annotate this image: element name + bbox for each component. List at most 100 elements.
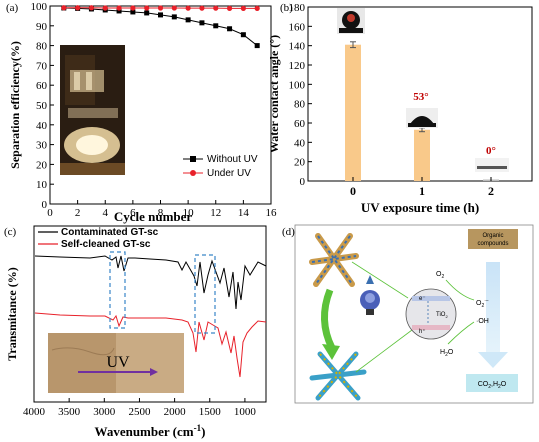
reaction-arrow-o2 — [445, 279, 475, 301]
panel-c-y-axis-label: Transmitance (%) — [5, 267, 19, 360]
o2-label: O2 — [436, 271, 444, 280]
y-tick-label: 80 — [36, 41, 48, 53]
y-tick-label: 60 — [294, 118, 306, 130]
data-label-2h: 0° — [486, 145, 496, 157]
x-tick-label: 3000 — [93, 406, 116, 418]
fiber-bundle-contaminated-icon — [309, 233, 359, 287]
legend-label-self-cleaned: Self-cleaned GT-sc — [61, 239, 151, 250]
x-tick-label: 6 — [130, 207, 136, 219]
data-point-under-uv — [88, 5, 95, 11]
y-tick-label: 30 — [36, 140, 48, 152]
panel-b-x-ticks: 0 1 2 — [350, 177, 494, 198]
legend-marker-without-uv — [190, 156, 196, 162]
y-tick-label: 80 — [294, 99, 306, 111]
data-label-1h: 53° — [413, 91, 428, 103]
panel-a-x-ticks: 0 2 4 6 8 10 12 14 16 — [47, 200, 277, 219]
x-tick-label: 1 — [419, 184, 425, 198]
data-point-under-uv — [75, 5, 81, 11]
hydroxyl-label: ·OH — [476, 318, 489, 325]
panel-d: (d) — [282, 224, 534, 404]
panel-d-frame — [294, 224, 534, 404]
panel-d-label: (d) — [282, 226, 295, 238]
x-tick-label: 4 — [103, 207, 109, 219]
highlight-box-ch-stretch — [109, 251, 126, 329]
data-point-under-uv — [157, 5, 164, 11]
panel-b-y-ticks: 0 20 40 60 80 100 120 140 160 180 — [289, 2, 312, 188]
fiber-bundle-cleaned-icon — [309, 351, 367, 401]
bar-0h — [345, 44, 361, 182]
panel-c-label: (c) — [4, 226, 17, 238]
series-line-self-cleaned-gt-sc — [34, 312, 267, 378]
data-point-without-uv — [116, 8, 122, 14]
data-point-under-uv — [61, 5, 67, 11]
panel-a-label: (a) — [6, 2, 19, 14]
data-point-without-uv — [240, 32, 246, 38]
data-point-under-uv — [185, 5, 191, 11]
legend-label-without-uv: Without UV — [207, 154, 258, 165]
data-point-under-uv — [213, 5, 219, 11]
x-tick-label: 2500 — [128, 406, 151, 418]
x-tick-label: 10 — [183, 207, 195, 219]
x-tick-label: 1000 — [234, 406, 257, 418]
panel-c-x-ticks: 4000 3500 3000 2500 2000 1500 1000 — [23, 398, 256, 418]
panel-a: (a) 0 10 20 30 40 50 60 70 80 90 100 0 2 4 6 8 10 12 14 16… — [6, 1, 277, 224]
x-tick-label: 0 — [350, 184, 356, 198]
data-point-without-uv — [227, 26, 233, 32]
bar-1h — [414, 129, 430, 181]
x-tick-label: 3500 — [58, 406, 81, 418]
x-tick-label: 12 — [210, 207, 221, 219]
x-tick-label: 2 — [75, 207, 81, 219]
y-tick-label: 20 — [36, 159, 48, 171]
y-tick-label: 100 — [289, 79, 306, 91]
data-point-under-uv — [254, 5, 260, 11]
droplet-inset-1h — [406, 108, 438, 128]
products-box: CO2,H2O — [466, 374, 518, 392]
data-point-under-uv — [199, 5, 205, 11]
data-point-under-uv — [116, 5, 122, 11]
h2o-label: H2O — [440, 349, 454, 358]
y-tick-label: 70 — [36, 60, 48, 72]
organic-label-line2: compounds — [477, 241, 508, 247]
green-arrow-icon — [321, 288, 336, 350]
panel-a-x-axis-label: Cycle number — [114, 209, 193, 224]
green-arrow-head-icon — [322, 344, 340, 360]
degradation-arrow-head-icon — [478, 352, 508, 368]
panel-b-x-axis-label: UV exposure time (h) — [361, 200, 479, 215]
y-tick-label: 0 — [300, 176, 306, 188]
connector-line-bottom — [355, 329, 413, 373]
data-point-without-uv — [213, 23, 219, 29]
organic-compounds-box: Organic compounds — [468, 229, 518, 249]
highlight-box-carbonyl — [194, 254, 216, 334]
panel-b-y-axis-label: Water contact angle (°) — [267, 35, 281, 153]
hole-label: h⁺ — [419, 328, 426, 335]
data-point-without-uv — [130, 9, 136, 15]
droplet-inset-0h — [337, 8, 365, 34]
x-tick-label: 2000 — [164, 406, 187, 418]
data-point-under-uv — [171, 5, 177, 11]
data-point-under-uv — [144, 5, 150, 11]
y-tick-label: 40 — [294, 137, 306, 149]
data-point-without-uv — [199, 20, 205, 26]
reaction-arrow-h2o — [447, 321, 475, 345]
panel-c: (c) 4000 3500 3000 2500 2000 1500 1000 Contami… — [4, 225, 267, 439]
panel-c-plot-frame — [33, 225, 267, 403]
y-tick-label: 60 — [36, 80, 48, 92]
tio2-label: TiO2 — [436, 312, 448, 319]
x-tick-label: 2 — [488, 184, 494, 198]
series-line-contaminated-gt-sc — [34, 255, 267, 310]
panel-a-legend: Without UV Under UV — [183, 154, 258, 179]
panel-a-data-points — [61, 5, 260, 49]
x-tick-label: 8 — [158, 207, 164, 219]
electron-label: e⁻ — [419, 296, 426, 302]
y-tick-label: 10 — [36, 179, 48, 191]
y-tick-label: 50 — [36, 100, 48, 112]
superoxide-label: O2·− — [476, 298, 489, 309]
y-tick-label: 180 — [289, 2, 306, 14]
panel-c-legend: Contaminated GT-sc Self-cleaned GT-sc — [38, 227, 159, 250]
data-point-without-uv — [171, 14, 177, 20]
data-point-under-uv — [240, 5, 246, 11]
x-tick-label: 14 — [238, 207, 250, 219]
panel-a-inset-photo — [60, 45, 125, 175]
